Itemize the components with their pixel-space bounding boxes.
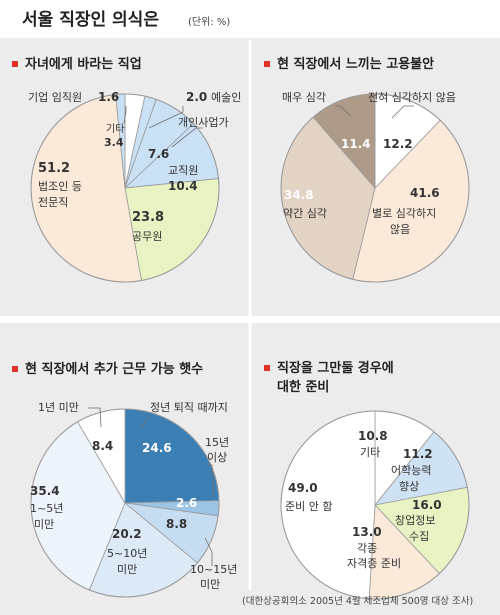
chart1-labels: 기업 임직원 1.6 2.0 예술인 개인사업가 기타 3.4 7.6 교직원 … [28,90,241,243]
label-어학능력-2: 향상 [399,480,419,493]
label-자격증-1: 각종 [357,542,377,555]
leader-lines [88,105,414,566]
label-10-15년-2: 미만 [200,578,220,591]
value-15년이상: 2.6 [176,496,197,510]
chart3-labels: 1년 미만 정년 퇴직 때까지 8.4 24.6 15년 이상 2.6 35.4… [30,401,237,591]
label-전문직-1: 법조인 등 [38,180,82,193]
label-자격증-2: 자격증 준비 [347,557,401,570]
chart2-labels: 매우 심각 전혀 심각하지 않음 11.4 12.2 34.8 약간 심각 41… [282,90,456,236]
value-기타: 3.4 [104,136,124,149]
label-별로심각하지않음-2: 않음 [390,223,410,236]
label-15년이상-1: 15년 [205,436,229,449]
header-bar [0,0,500,44]
value-개인사업가: 7.6 [148,147,169,161]
label-1-5년-2: 미만 [34,518,54,531]
value-정년퇴직: 24.6 [142,441,172,455]
pie-outline [30,408,220,598]
value-약간심각: 34.8 [284,188,314,202]
label-10-15년-1: 10~15년 [190,563,237,576]
value-1년미만: 8.4 [92,439,113,453]
chart4-labels: 10.8 기타 11.2 어학능력 향상 49.0 준비 안 함 16.0 창업… [285,429,442,570]
label-5-10년-1: 5~10년 [107,547,147,560]
chart1-title: 자녀에게 바라는 직업 [25,56,142,72]
chart4-title-line2: 대한 준비 [277,379,329,395]
leader-line [148,106,184,129]
bullet-icon [264,365,270,371]
leader-line [204,537,213,566]
chart3-title: 현 직장에서 추가 근무 가능 햇수 [25,361,203,377]
value-준비안함: 49.0 [288,481,318,495]
pie-outline [280,410,470,600]
value-예술인: 2.0 [186,90,207,104]
value-전혀심각하지않음: 12.2 [383,137,413,151]
value-기업임직원: 1.6 [98,90,119,104]
label-1년미만: 1년 미만 [38,401,79,414]
value-별로심각하지않음: 41.6 [410,186,440,200]
label-개인사업가: 개인사업가 [178,116,229,129]
leader-line [391,105,414,119]
label-공무원: 공무원 [132,230,162,243]
label-약간심각: 약간 심각 [283,206,327,220]
value-어학능력: 11.2 [403,447,433,461]
label-기타: 기타 [106,123,124,135]
value-창업정보: 16.0 [412,498,442,512]
leader-line [335,105,352,117]
label-창업정보-1: 창업정보 [395,514,435,527]
label-기타: 기타 [360,446,380,459]
value-1-5년: 35.4 [30,484,60,498]
bullet-icon [12,366,18,372]
leader-line [139,414,149,429]
leader-line [123,106,127,124]
page-title: 서울 직장인 의식은 [22,10,159,30]
label-매우심각: 매우 심각 [282,91,326,104]
label-1-5년-1: 1~5년 [30,502,63,515]
label-정년퇴직: 정년 퇴직 때까지 [150,401,228,414]
label-5-10년-2: 미만 [117,563,137,576]
label-창업정보-2: 수집 [409,530,429,543]
value-매우심각: 11.4 [341,137,371,151]
value-자격증: 13.0 [352,525,382,539]
value-5-10년: 20.2 [112,527,142,541]
label-별로심각하지않음-1: 별로 심각하지 [372,206,436,220]
unit-label: (단위: %) [188,15,230,28]
label-기업임직원: 기업 임직원 [28,91,82,104]
pie-outline [30,93,220,283]
pie-outline [280,93,470,283]
leader-line [171,127,203,148]
label-준비안함: 준비 안 함 [285,500,332,513]
pie-layer [30,93,470,600]
label-예술인: 예술인 [211,91,241,104]
chart4-title-line1: 직장을 그만둘 경우에 [277,360,394,376]
label-전혀심각하지않음: 전혀 심각하지 않음 [368,90,456,104]
label-교직원: 교직원 [168,164,198,177]
value-교직원: 10.4 [168,179,198,193]
label-전문직-2: 전문직 [38,196,68,209]
value-공무원: 23.8 [132,210,164,225]
leader-line [207,464,215,498]
source-note: (대한상공회의소 2005년 4월 제조업체 500명 대상 조사) [242,595,473,607]
chart2-title: 현 직장에서 느끼는 고용불안 [277,56,434,72]
value-전문직: 51.2 [38,161,70,176]
leader-line [88,407,102,428]
label-15년이상-2: 이상 [207,451,227,464]
value-10-15년: 8.8 [166,517,187,531]
bullet-icon [264,61,270,67]
value-기타: 10.8 [358,429,388,443]
bullet-icon [12,61,18,67]
label-어학능력-1: 어학능력 [391,464,431,477]
